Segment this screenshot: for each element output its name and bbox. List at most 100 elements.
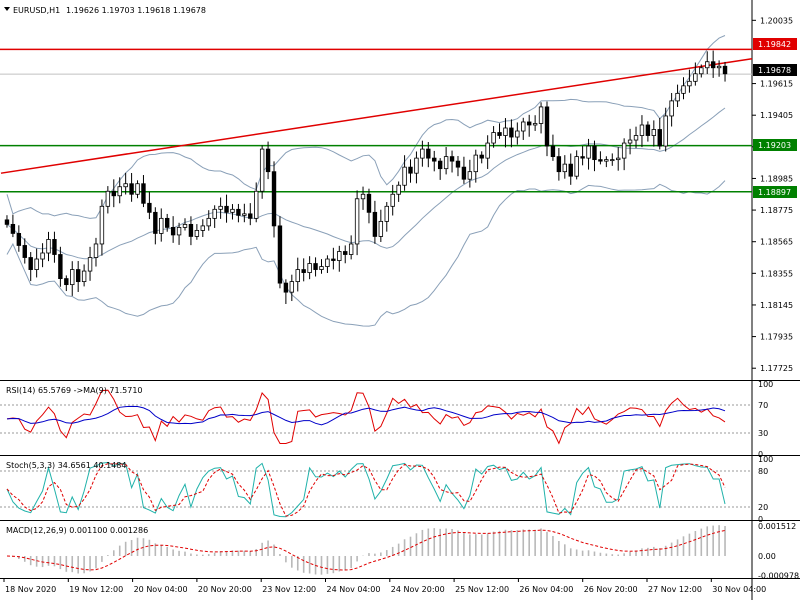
candle-body-bull xyxy=(212,208,217,219)
candle-body-bear xyxy=(331,258,336,261)
candle-body-bear xyxy=(153,211,158,234)
candle xyxy=(408,159,413,183)
candle-body-bull xyxy=(420,148,425,159)
candle-body-bear xyxy=(461,166,467,180)
resistance-price-text: 1.19842 xyxy=(758,40,791,49)
macd-signal-line xyxy=(6,529,726,571)
candle xyxy=(75,261,81,292)
candle xyxy=(10,214,16,238)
time-axis-label: 18 Nov 2020 xyxy=(5,585,56,594)
time-axis-label: 20 Nov 04:00 xyxy=(134,585,188,594)
candle xyxy=(348,235,354,260)
candle xyxy=(218,197,223,219)
candle xyxy=(289,274,295,302)
candle-body-bear xyxy=(449,156,455,162)
time-axis-label: 19 Nov 12:00 xyxy=(69,585,123,594)
candle xyxy=(687,69,692,93)
candle-body-bear xyxy=(22,245,27,258)
candle-body-bear xyxy=(497,132,502,136)
current-price-tag xyxy=(753,64,797,76)
candle xyxy=(319,259,324,274)
support-upper-price-tag xyxy=(753,139,797,151)
candle xyxy=(722,61,728,82)
candle xyxy=(64,275,69,292)
candle xyxy=(556,148,562,181)
candle xyxy=(455,155,461,177)
candle xyxy=(681,77,686,100)
candle-body-bull xyxy=(669,100,674,117)
candle xyxy=(509,119,514,148)
candle-body-bull xyxy=(443,156,449,170)
candle-body-bull xyxy=(40,252,45,260)
candle-body-bull xyxy=(34,258,39,270)
price-axis-label: 1.18355 xyxy=(760,269,793,278)
candle xyxy=(40,243,45,268)
candle-body-bull xyxy=(93,243,99,258)
candle-body-bull xyxy=(633,135,639,141)
symbol-dropdown-icon[interactable] xyxy=(4,7,10,11)
candle xyxy=(153,207,158,245)
candle-body-bull xyxy=(200,225,206,231)
candle-body-bull xyxy=(675,92,680,102)
candle xyxy=(485,135,490,169)
candle xyxy=(432,150,437,172)
candle-body-bear xyxy=(509,127,514,138)
candle xyxy=(354,190,360,256)
candle-body-bull xyxy=(242,213,247,216)
candle xyxy=(58,246,63,287)
candle xyxy=(461,156,467,184)
candle xyxy=(645,121,651,142)
candle xyxy=(337,245,342,272)
candle xyxy=(497,123,502,139)
stoch-main-line xyxy=(6,461,726,518)
stoch-axis-label: 80 xyxy=(758,467,768,476)
stoch-signal-line xyxy=(6,463,726,517)
trendline[interactable] xyxy=(0,57,753,174)
candle-body-bull xyxy=(681,85,686,94)
candle-body-bull xyxy=(491,132,496,144)
candle xyxy=(420,140,425,167)
stoch-axis-label: 0 xyxy=(758,515,763,524)
rsi-axis-label: 0 xyxy=(758,450,763,459)
candle-body-bull xyxy=(414,157,419,174)
candle xyxy=(574,150,579,180)
support-lower-price-text: 1.18897 xyxy=(758,188,791,197)
candle-body-bull xyxy=(538,106,544,124)
candle xyxy=(16,225,22,252)
candle xyxy=(105,186,111,214)
candle xyxy=(639,115,645,148)
candle-body-bear xyxy=(75,269,81,283)
current-price-text: 1.19678 xyxy=(758,66,791,75)
candle-body-bull xyxy=(705,61,710,69)
price-axis-label: 1.18565 xyxy=(760,238,793,247)
candle xyxy=(610,153,615,166)
macd-axis-label: -0.000978 xyxy=(758,572,799,581)
candle xyxy=(604,156,609,168)
candle xyxy=(627,128,633,155)
candle-body-bear xyxy=(236,208,241,216)
candle xyxy=(46,231,51,262)
candle xyxy=(443,147,449,175)
candle xyxy=(693,62,698,86)
time-axis-label: 26 Nov 20:00 xyxy=(584,585,638,594)
candle xyxy=(93,237,99,267)
candle xyxy=(402,155,407,191)
candle-body-bear xyxy=(657,129,662,147)
candle xyxy=(479,151,484,164)
candle-body-bull xyxy=(693,73,698,82)
candle xyxy=(390,184,395,216)
candle-body-bear xyxy=(10,223,16,234)
candle xyxy=(81,264,87,287)
candle xyxy=(52,231,57,263)
candle xyxy=(414,151,419,184)
candle-body-bull xyxy=(99,205,105,245)
candle-body-bear xyxy=(283,282,289,293)
candle-body-bull xyxy=(521,121,526,132)
candle xyxy=(325,255,330,273)
macd-label: MACD(12,26,9) 0.001100 0.001286 xyxy=(6,526,148,535)
candle xyxy=(360,186,366,210)
candle xyxy=(141,175,146,208)
candle-body-bear xyxy=(4,219,10,225)
